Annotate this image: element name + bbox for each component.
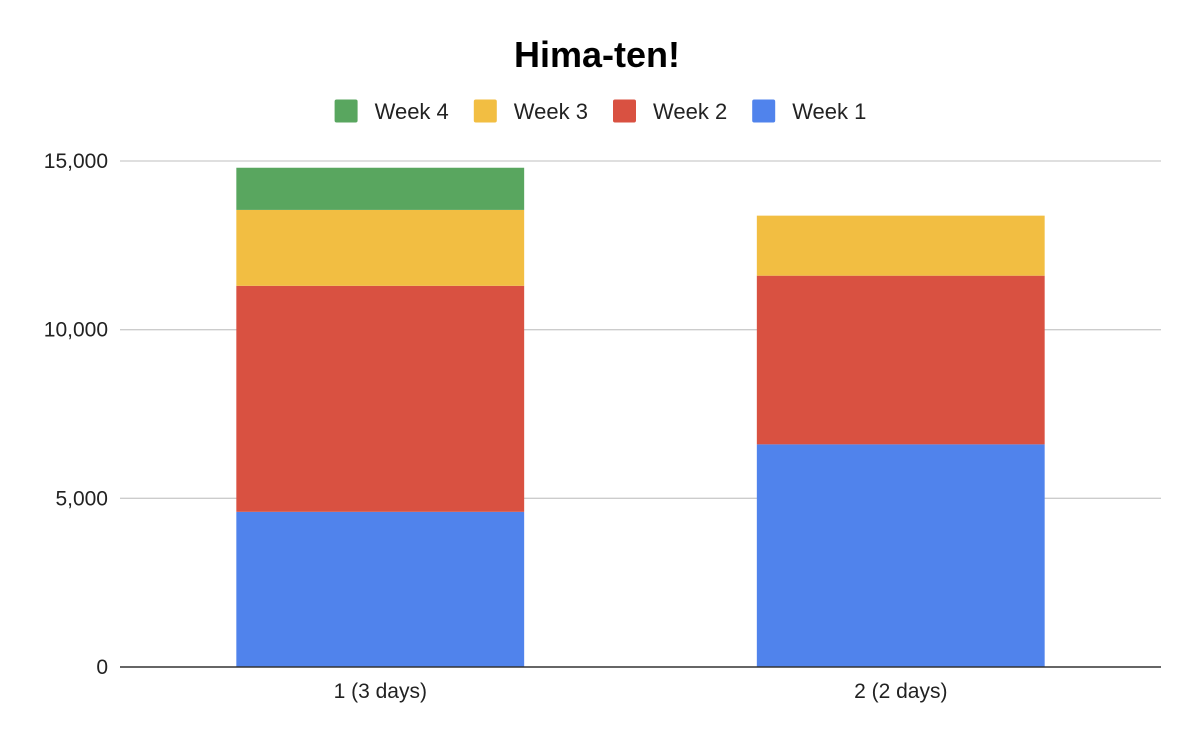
- legend-swatch: [334, 99, 358, 123]
- x-tick-label: 2 (2 days): [854, 680, 947, 703]
- legend-swatch: [752, 99, 776, 123]
- legend-item-week-3: Week 3: [473, 99, 588, 124]
- y-tick-label: 0: [96, 656, 108, 679]
- y-axis-ticks: 0 5,000 10,000 15,000: [44, 150, 108, 679]
- legend-swatch: [473, 99, 497, 123]
- bar-segment-week-4: [236, 167, 525, 210]
- chart-title: Hima-ten!: [514, 34, 680, 75]
- legend: Week 4 Week 3 Week 2 Week 1: [334, 99, 866, 124]
- legend-label: Week 2: [653, 99, 727, 124]
- legend-label: Week 1: [792, 99, 866, 124]
- legend-swatch: [613, 99, 636, 123]
- legend-item-week-2: Week 2: [613, 99, 727, 124]
- x-axis-ticks: 1 (3 days) 2 (2 days): [334, 680, 948, 703]
- legend-item-week-1: Week 1: [752, 99, 866, 124]
- legend-label: Week 3: [514, 99, 588, 124]
- y-tick-label: 15,000: [44, 150, 108, 173]
- bar-segment-week-3: [756, 215, 1045, 276]
- bar-segment-week-1: [756, 444, 1045, 667]
- bar-segment-week-3: [236, 209, 525, 286]
- x-tick-label: 1 (3 days): [334, 680, 427, 703]
- bars: [236, 167, 1045, 667]
- legend-label: Week 4: [375, 99, 449, 124]
- bar-segment-week-2: [756, 275, 1045, 445]
- bar-segment-week-2: [236, 285, 525, 512]
- legend-item-week-4: Week 4: [334, 99, 449, 124]
- y-tick-label: 5,000: [55, 487, 108, 510]
- bar-segment-week-1: [236, 511, 525, 667]
- y-tick-label: 10,000: [44, 319, 108, 342]
